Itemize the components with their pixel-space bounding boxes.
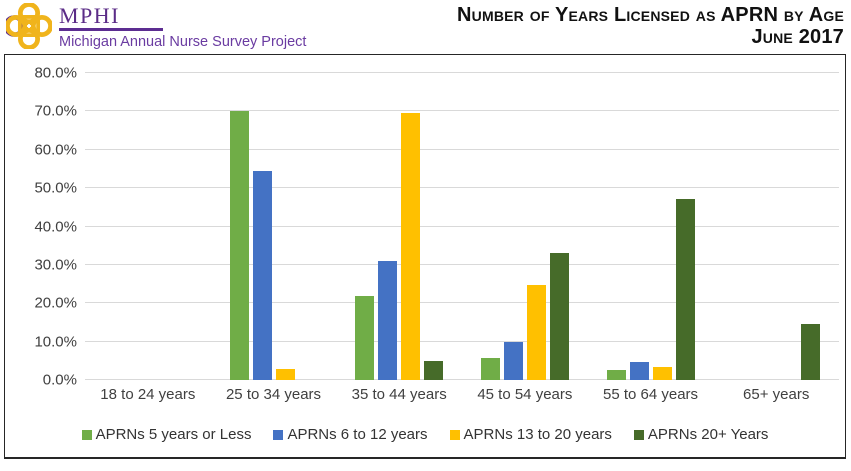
bar-group (85, 73, 211, 380)
bar-group (211, 73, 337, 380)
gridline (85, 187, 839, 189)
y-axis-labels: 0.0% 10.0% 20.0% 30.0% 40.0% 50.0% 60.0% 70.0% 8… (5, 65, 77, 389)
bar (252, 170, 272, 380)
brand: MPHI Michigan Annual Nurse Survey Projec… (6, 3, 306, 50)
x-axis-labels: 18 to 24 years 25 to 34 years 35 to 44 yea… (85, 386, 839, 403)
bar (424, 360, 444, 380)
bar (526, 285, 546, 380)
bar (503, 342, 523, 380)
legend-label: APRNs 13 to 20 years (463, 426, 612, 443)
gridline (85, 302, 839, 304)
legend-swatch-icon (633, 429, 644, 440)
gridline (85, 148, 839, 150)
gridline (85, 72, 839, 73)
y-tick-label: 60.0% (34, 141, 77, 159)
bar (378, 261, 398, 380)
legend-label: APRNs 6 to 12 years (287, 426, 428, 443)
legend-item: APRNs 13 to 20 years (449, 426, 612, 443)
legend-item: APRNs 5 years or Less (81, 426, 252, 443)
brand-subtitle: Michigan Annual Nurse Survey Project (59, 34, 307, 50)
y-tick-label: 0.0% (42, 371, 77, 389)
y-tick-label: 40.0% (34, 218, 77, 235)
chart-title: Number of Years Licensed as APRN by Age (457, 4, 844, 26)
y-tick-label: 50.0% (34, 179, 77, 197)
chart-area: 0.0% 10.0% 20.0% 30.0% 40.0% 50.0% 60.0% 70.0% 8… (4, 54, 846, 459)
x-tick-label: 45 to 54 years (477, 386, 573, 403)
gridline (85, 263, 839, 265)
gridline (85, 225, 839, 227)
bar (606, 370, 626, 380)
plot-groups (85, 73, 839, 380)
legend-item: APRNs 6 to 12 years (273, 426, 428, 443)
y-tick-label: 30.0% (34, 256, 77, 274)
bar-group (336, 73, 462, 380)
x-tick-label: 65+ years (743, 386, 810, 403)
legend-item: APRNs 20+ Years (633, 426, 769, 443)
y-tick-label: 10.0% (34, 333, 77, 351)
mphi-knot-logo-icon (6, 3, 52, 49)
bar-group (713, 73, 839, 380)
bar (629, 361, 649, 380)
bar (480, 358, 500, 380)
y-tick-label: 20.0% (34, 294, 77, 312)
brand-underline (59, 28, 163, 31)
bar-group (462, 73, 588, 380)
bar (275, 369, 295, 380)
bar-group (588, 73, 714, 380)
legend-swatch-icon (81, 429, 92, 440)
bar (652, 366, 672, 380)
title-block: Number of Years Licensed as APRN by Age … (457, 4, 844, 48)
brand-name: MPHI (59, 3, 121, 28)
gridline (85, 379, 839, 380)
bar (355, 296, 375, 380)
x-tick-label: 55 to 64 years (602, 386, 699, 403)
gridline (85, 110, 839, 112)
legend-swatch-icon (449, 429, 460, 440)
legend-label: APRNs 5 years or Less (95, 426, 252, 443)
legend-label: APRNs 20+ Years (647, 426, 769, 443)
gridline (85, 340, 839, 342)
plot-area (85, 72, 839, 380)
x-tick-label: 35 to 44 years (351, 386, 447, 403)
bar (401, 113, 421, 380)
legend-swatch-icon (273, 429, 284, 440)
y-tick-label: 80.0% (34, 64, 77, 82)
bar (801, 323, 821, 380)
chart-date: June 2017 (751, 26, 844, 48)
y-tick-label: 70.0% (34, 102, 77, 120)
bar (675, 199, 695, 380)
bar (549, 252, 569, 380)
x-tick-label: 25 to 34 years (225, 386, 322, 403)
bar (229, 111, 249, 380)
legend: APRNs 5 years or Less APRNs 6 to 12 years… (5, 426, 845, 443)
x-tick-label: 18 to 24 years (100, 386, 196, 403)
